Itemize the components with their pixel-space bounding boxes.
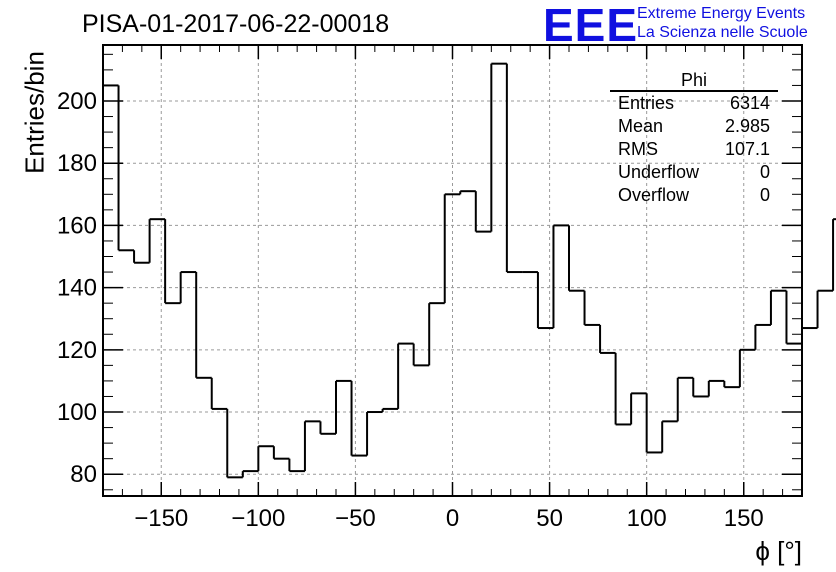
stats-label: Entries xyxy=(618,93,675,113)
grid-lines xyxy=(103,45,802,496)
y-tick-label: 140 xyxy=(57,275,97,302)
chart-title: PISA-01-2017-06-22-00018 xyxy=(82,10,390,38)
x-tick-label: 150 xyxy=(724,505,764,532)
logo-caption: Extreme Energy Events La Scienza nelle S… xyxy=(637,4,808,42)
eee-logo: EEE xyxy=(543,0,639,51)
x-tick-label: −50 xyxy=(335,505,376,532)
stats-value: 6314 xyxy=(729,93,770,113)
stats-label: Overflow xyxy=(618,185,690,205)
stats-row-entries: Entries 6314 xyxy=(610,92,778,115)
stats-row-underflow: Underflow 0 xyxy=(610,161,778,184)
stats-label: RMS xyxy=(618,139,658,159)
y-tick-label: 160 xyxy=(57,212,97,239)
y-tick-label: 180 xyxy=(57,150,97,177)
y-tick-label: 100 xyxy=(57,399,97,426)
stats-row-rms: RMS 107.1 xyxy=(610,138,778,161)
x-axis-label: ϕ [°] xyxy=(755,536,802,566)
stats-value: 0 xyxy=(759,162,770,182)
y-tick-label: 200 xyxy=(57,88,97,115)
x-tick-label: 0 xyxy=(446,505,459,532)
stats-row-overflow: Overflow 0 xyxy=(610,184,778,207)
y-axis-label: Entries/bin xyxy=(19,51,50,174)
logo-caption-line2: La Scienza nelle Scuole xyxy=(637,24,808,41)
y-axis: 80 100 120 140 160 180 200 xyxy=(57,53,802,491)
y-tick-label: 120 xyxy=(57,337,97,364)
stats-label: Mean xyxy=(618,116,664,136)
stats-title: Phi xyxy=(610,70,778,92)
x-tick-label: 100 xyxy=(627,505,667,532)
stats-label: Underflow xyxy=(618,162,700,182)
stats-row-mean: Mean 2.985 xyxy=(610,115,778,138)
x-tick-label: −100 xyxy=(231,505,285,532)
y-tick-label: 80 xyxy=(70,461,97,488)
stats-value: 0 xyxy=(759,185,770,205)
stats-value: 2.985 xyxy=(724,116,770,136)
stats-value: 107.1 xyxy=(724,139,770,159)
histogram-series xyxy=(103,62,836,479)
x-tick-label: −150 xyxy=(134,505,188,532)
logo-caption-line1: Extreme Energy Events xyxy=(637,5,806,22)
x-tick-label: 50 xyxy=(536,505,563,532)
stats-box: Phi Entries 6314 Mean 2.985 RMS 107.1 Un… xyxy=(610,70,778,207)
x-axis: −150 −100 −50 0 50 100 150 xyxy=(102,45,803,532)
